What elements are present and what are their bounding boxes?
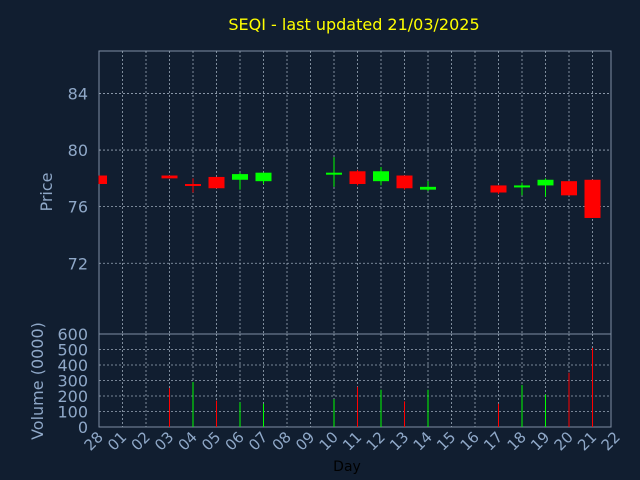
x-tick-label: 11 [339,428,365,454]
x-tick-label: 05 [198,428,224,454]
candle-body [326,172,342,175]
x-tick-label: 15 [433,428,459,454]
candlestick [326,157,342,187]
candlestick [185,178,201,193]
volume-bars [169,347,593,427]
candlestick [514,182,530,196]
x-tick-label: 18 [504,428,530,454]
candle-body [514,185,530,188]
candlestick [161,175,178,179]
x-tick-label: 06 [222,428,248,454]
price-panel: 72 76 80 84 Price [37,50,612,335]
x-tick-label: 19 [527,428,553,454]
price-y-tick-label: 84 [68,84,88,103]
candle-body [255,172,272,182]
candlestick [255,172,272,185]
x-tick-label: 08 [269,428,295,454]
candle-body [490,185,507,193]
candlestick [561,181,577,196]
candle-body [537,179,554,186]
candlestick [208,176,225,189]
candlestick [396,175,413,190]
volume-axis-label: Volume (0000) [28,322,47,440]
candle-body [584,179,601,218]
price-axis-label: Price [37,172,56,211]
price-y-tick-label: 76 [68,198,88,217]
candle-body [99,175,107,185]
candle-body [185,184,201,187]
price-y-tick-label: 80 [68,141,88,160]
candlestick [349,169,366,186]
volume-y-tick-label: 500 [57,341,88,360]
volume-gridlines [99,334,611,427]
x-axis-ticks: 2801020304050607080910111213141516171819… [81,428,624,454]
x-tick-label: 17 [480,428,506,454]
candle-body [208,176,225,189]
volume-y-tick-label: 200 [57,387,88,406]
candlestick [490,185,507,194]
price-gridlines [99,51,611,334]
volume-y-tick-label: 100 [57,403,88,422]
x-tick-label: 14 [410,428,436,454]
price-y-tick-label: 72 [68,254,88,273]
x-tick-label: 21 [574,428,600,454]
x-tick-label: 10 [316,428,342,454]
candlestick [98,175,107,185]
candlestick [373,167,389,186]
x-tick-label: 07 [245,428,271,454]
volume-y-tick-label: 600 [57,325,88,344]
candlestick [584,179,601,218]
volume-y-tick-label: 0 [78,418,88,437]
volume-y-tick-label: 300 [57,372,88,391]
candle-body [349,171,366,185]
x-axis-label: Day [333,459,361,475]
candlestick [420,181,436,192]
x-tick-label: 04 [175,428,201,454]
candlesticks [98,157,601,218]
candle-body [420,186,436,190]
x-tick-label: 03 [151,428,177,454]
x-tick-label: 01 [104,428,130,454]
chart-title: SEQI - last updated 21/03/2025 [228,15,479,34]
candle-body [396,175,413,189]
x-tick-label: 20 [551,428,577,454]
candle-body [373,171,389,182]
x-tick-label: 22 [598,428,624,454]
volume-y-tick-label: 400 [57,356,88,375]
candlestick [537,178,554,197]
x-tick-label: 16 [457,428,483,454]
candle-body [561,181,577,196]
candlestick [232,172,248,190]
x-tick-label: 02 [128,428,154,454]
x-tick-label: 12 [363,428,389,454]
x-tick-label: 13 [386,428,412,454]
candle-body [161,175,178,179]
x-tick-label: 09 [292,428,318,454]
price-y-ticks: 72 76 80 84 [68,84,88,273]
candle-body [232,174,248,180]
